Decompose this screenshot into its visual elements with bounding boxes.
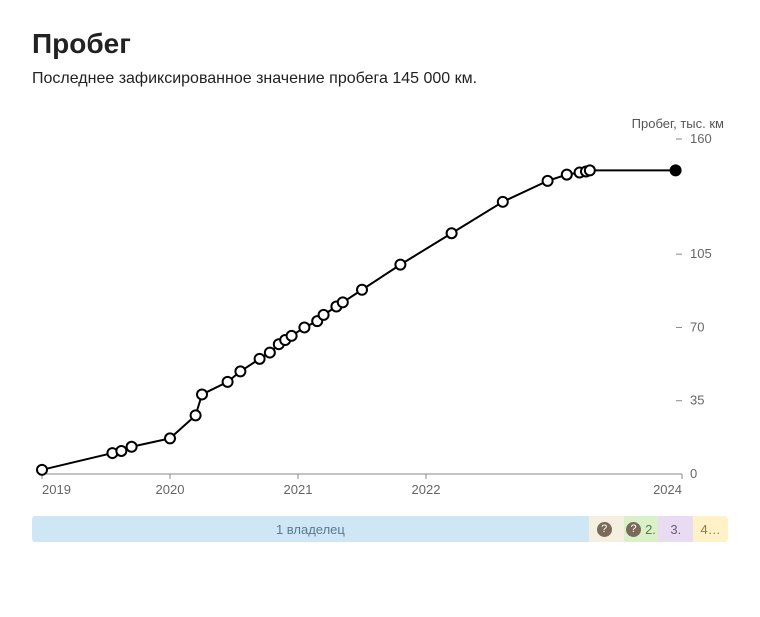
data-point[interactable] bbox=[357, 285, 367, 295]
data-point[interactable] bbox=[116, 446, 126, 456]
data-point[interactable] bbox=[543, 176, 553, 186]
data-point[interactable] bbox=[447, 228, 457, 238]
x-tick-label: 2022 bbox=[412, 482, 441, 497]
data-point[interactable] bbox=[671, 165, 681, 175]
data-point[interactable] bbox=[265, 348, 275, 358]
chart-svg: 0 35 70 105 160 2019 2020 2021 2022 2024 bbox=[32, 133, 732, 502]
question-icon: ? bbox=[626, 522, 641, 537]
x-tick-label: 2024 bbox=[653, 482, 682, 497]
owners-bar: 1 владелец?? 2. 3. 4… bbox=[32, 516, 728, 542]
y-tick-label: 160 bbox=[690, 133, 712, 146]
data-point[interactable] bbox=[299, 322, 309, 332]
owners-segment-label: 2. bbox=[645, 522, 656, 537]
x-tick-label: 2019 bbox=[42, 482, 71, 497]
data-point[interactable] bbox=[255, 354, 265, 364]
data-point[interactable] bbox=[127, 442, 137, 452]
data-point[interactable] bbox=[37, 465, 47, 475]
mileage-line bbox=[42, 170, 676, 469]
y-tick-label: 105 bbox=[690, 246, 712, 261]
data-point[interactable] bbox=[287, 331, 297, 341]
owners-segment-3[interactable]: ? 2. bbox=[624, 516, 659, 542]
subtitle-text: Последнее зафиксированное значение пробе… bbox=[32, 70, 728, 88]
y-axis-title: Пробег, тыс. км bbox=[32, 116, 728, 131]
x-tick-label: 2020 bbox=[156, 482, 185, 497]
data-point[interactable] bbox=[498, 197, 508, 207]
x-tick-label: 2021 bbox=[284, 482, 313, 497]
data-point[interactable] bbox=[235, 366, 245, 376]
owners-segment-label: 3. bbox=[670, 522, 681, 537]
owners-segment-1[interactable]: 1 владелец bbox=[32, 516, 589, 542]
data-point[interactable] bbox=[395, 260, 405, 270]
mileage-chart: Пробег, тыс. км 0 35 70 105 160 2019 2020 2021 2… bbox=[32, 116, 728, 502]
y-tick-label: 0 bbox=[690, 466, 697, 481]
y-tick-label: 70 bbox=[690, 319, 704, 334]
data-point[interactable] bbox=[197, 389, 207, 399]
data-point[interactable] bbox=[338, 297, 348, 307]
data-point[interactable] bbox=[585, 165, 595, 175]
owners-segment-label: 4… bbox=[700, 522, 720, 537]
data-point[interactable] bbox=[319, 310, 329, 320]
owners-segment-label: 1 владелец bbox=[276, 522, 345, 537]
data-point[interactable] bbox=[562, 170, 572, 180]
data-point[interactable] bbox=[223, 377, 233, 387]
owners-segment-5[interactable]: 4… bbox=[693, 516, 728, 542]
page-title: Пробег bbox=[32, 28, 728, 60]
question-icon: ? bbox=[597, 522, 612, 537]
data-point[interactable] bbox=[191, 410, 201, 420]
owners-segment-2[interactable]: ? bbox=[589, 516, 624, 542]
y-tick-label: 35 bbox=[690, 393, 704, 408]
data-point[interactable] bbox=[165, 433, 175, 443]
owners-segment-4[interactable]: 3. bbox=[658, 516, 693, 542]
